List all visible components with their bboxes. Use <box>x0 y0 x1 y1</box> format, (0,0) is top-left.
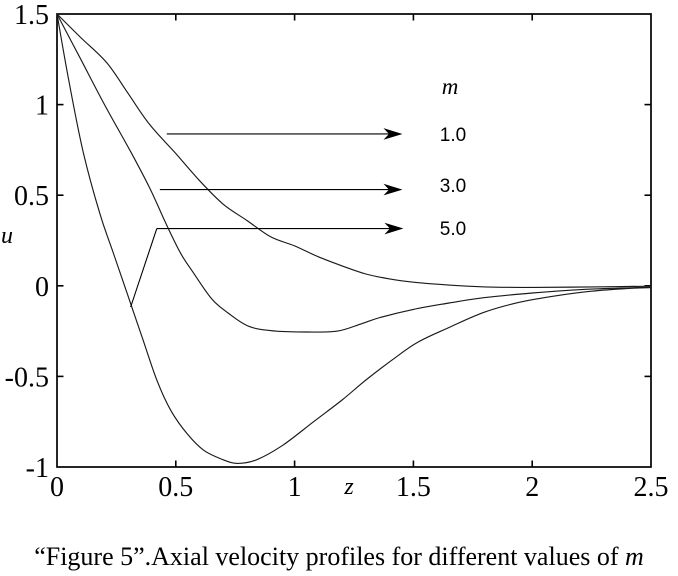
legend-entry-2: 3.0 <box>440 176 466 197</box>
curve-m-1.0 <box>56 13 652 288</box>
y-tick-label: -0.5 <box>5 362 49 393</box>
legend-entry-1: 1.0 <box>440 125 466 146</box>
figure-caption: “Figure 5”.Axial velocity profiles for d… <box>0 542 678 572</box>
legend-arrow-head-3.0 <box>383 183 403 196</box>
curve-m-5.0 <box>56 13 652 464</box>
curve-m-3.0 <box>56 13 652 333</box>
x-tick-label: 2 <box>525 472 539 503</box>
legend-header: m <box>442 74 459 99</box>
legend-entry-3: 5.0 <box>440 219 466 240</box>
y-tick-label: 1 <box>35 91 49 122</box>
caption-text: “Figure 5”.Axial velocity profiles for d… <box>34 542 626 571</box>
y-tick-label: 0 <box>35 272 49 303</box>
legend-arrow-head-5.0 <box>384 222 404 235</box>
x-tick-label: 2.5 <box>634 472 669 503</box>
legend-arrow-head-1.0 <box>383 128 403 140</box>
x-tick-label: 1.5 <box>396 472 431 503</box>
x-axis-label: z <box>343 474 354 500</box>
caption-italic-m: m <box>625 542 644 571</box>
axial-velocity-chart: u z m 1.0 3.0 5.0 0 0.5 1 1.5 2 2.5 -1 -0.5 0 0.5… <box>1 0 669 503</box>
y-tick-label: 1.5 <box>14 0 49 31</box>
x-tick-label: 0.5 <box>158 472 193 503</box>
y-tick-label: 0.5 <box>14 181 49 212</box>
y-tick-label: -1 <box>26 453 49 484</box>
plot-box <box>56 13 652 468</box>
x-tick-label: 1 <box>288 472 302 503</box>
y-axis-label: u <box>1 223 13 249</box>
legend-leader-line <box>130 228 158 308</box>
x-tick-label: 0 <box>50 472 64 503</box>
